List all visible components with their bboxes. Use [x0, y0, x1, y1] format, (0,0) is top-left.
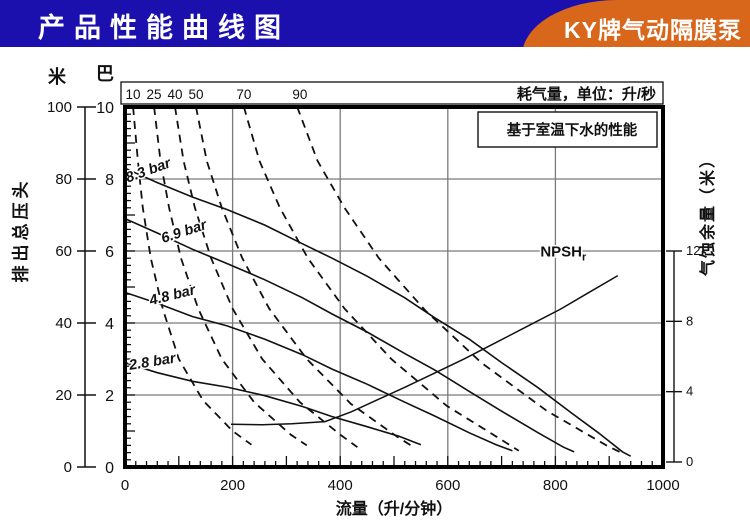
- note-box: [477, 111, 658, 148]
- meter-tick-label: 60: [55, 243, 72, 260]
- curve-label-6.9-bar: 6.9 bar: [159, 217, 210, 247]
- air-curve-50: [195, 106, 416, 450]
- x-tick-label: 800: [543, 477, 568, 494]
- curve-8.3-bar: [124, 167, 632, 457]
- bar-tick-label: 8: [105, 172, 114, 189]
- air-tick-90: 90: [292, 87, 307, 102]
- x-axis-title: 流量（升/分钟）: [336, 499, 452, 518]
- title-bar: 产品性能曲线图 KY牌气动隔膜泵: [0, 0, 750, 56]
- meter-tick-label: 100: [47, 99, 72, 116]
- npsh-tick-label: 4: [686, 384, 693, 399]
- meter-tick-label: 80: [55, 171, 72, 188]
- bar-unit-label: 巴: [96, 64, 114, 84]
- npsh-tick-label: 12: [686, 243, 700, 258]
- npsh-tick-label: 0: [686, 454, 693, 469]
- npsh-curve-label: NPSHr: [540, 243, 587, 263]
- air-tick-25: 25: [147, 87, 162, 102]
- bar-tick-label: 4: [105, 316, 114, 333]
- x-tick-label: 400: [328, 477, 353, 494]
- page-title: 产品性能曲线图: [38, 13, 290, 43]
- bar-tick-label: 10: [96, 100, 114, 117]
- left-axis-title: 排出总压头: [11, 177, 31, 283]
- curve-6.9-bar: [124, 217, 575, 453]
- air-tick-70: 70: [236, 87, 251, 102]
- x-tick-label: 200: [220, 477, 245, 494]
- curve-4.8-bar: [124, 291, 513, 452]
- meter-tick-label: 20: [55, 387, 72, 404]
- performance-chart: 10 25 40 50 70 90 耗气量，单位：升/秒020406080100米02468…: [47, 64, 701, 518]
- air-curve-25: [153, 106, 308, 447]
- x-tick-label: 600: [435, 477, 460, 494]
- npsh-tick-label: 8: [686, 313, 693, 328]
- air-axis-strip: [120, 81, 664, 105]
- air-tick-40: 40: [168, 87, 183, 102]
- air-axis-label: 耗气量，单位：升/秒: [517, 85, 656, 103]
- note-box-label: 基于室温下水的性能: [506, 121, 638, 139]
- curve-label-4.8-bar: 4.8 bar: [147, 282, 199, 309]
- x-tick-label: 0: [121, 477, 129, 494]
- performance-chart-area: 10 25 40 50 70 90 耗气量，单位：升/秒 0 20 40 60 80 100 米 0 2 4 6 8…: [0, 47, 750, 532]
- x-tick-label: 1000: [646, 477, 679, 494]
- air-curve-90: [296, 106, 622, 454]
- air-curve-40: [174, 106, 358, 448]
- curve-label-8.3-bar: 8.3 bar: [124, 155, 175, 186]
- air-tick-50: 50: [189, 87, 204, 102]
- brand-badge-label: KY牌气动隔膜泵: [564, 17, 742, 43]
- meter-tick-label: 40: [55, 315, 72, 332]
- meter-tick-label: 0: [64, 459, 72, 476]
- right-axis-title: 气蚀余量（米）: [700, 149, 717, 277]
- curve-2.8-bar: [124, 361, 422, 446]
- bar-tick-label: 6: [105, 244, 114, 261]
- brand-badge: KY牌气动隔膜泵: [522, 0, 750, 56]
- air-curve-10: [132, 106, 252, 446]
- meter-unit-label: 米: [48, 66, 67, 87]
- bar-tick-label: 0: [105, 460, 114, 477]
- npsh-curve: [230, 274, 619, 426]
- air-tick-10: 10: [126, 87, 141, 102]
- plot-frame: [123, 105, 665, 469]
- bar-tick-label: 2: [105, 388, 114, 405]
- air-curve-70: [243, 106, 520, 452]
